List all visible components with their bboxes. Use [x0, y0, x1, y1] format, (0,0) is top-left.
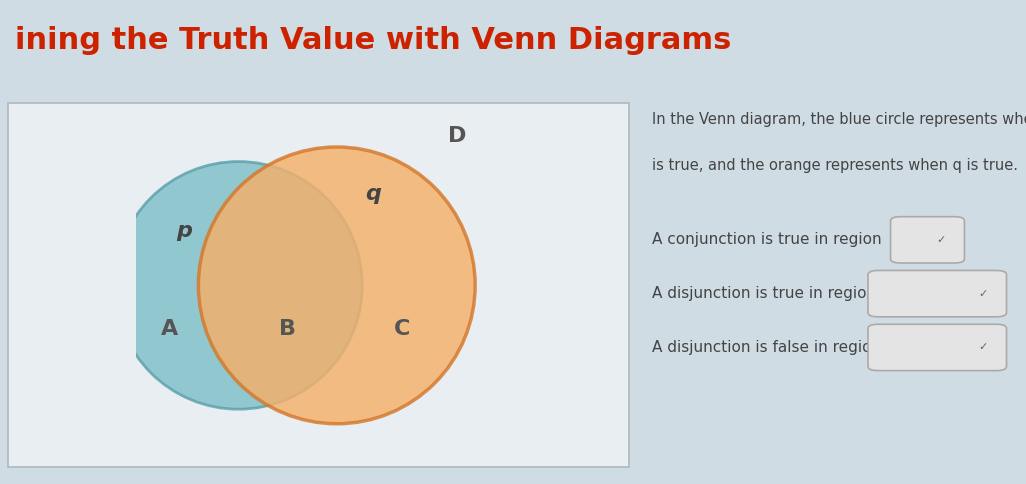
- Text: A: A: [161, 319, 177, 339]
- Text: ining the Truth Value with Venn Diagrams: ining the Truth Value with Venn Diagrams: [15, 26, 732, 55]
- Text: C: C: [394, 319, 410, 339]
- FancyBboxPatch shape: [8, 103, 629, 468]
- FancyBboxPatch shape: [868, 324, 1007, 371]
- Text: ✓: ✓: [979, 343, 988, 352]
- Text: A disjunction is true in region(s): A disjunction is true in region(s): [652, 286, 896, 301]
- Circle shape: [115, 162, 362, 409]
- Circle shape: [198, 147, 475, 424]
- Text: ✓: ✓: [979, 288, 988, 299]
- FancyBboxPatch shape: [868, 271, 1007, 317]
- Text: ✓: ✓: [937, 235, 946, 245]
- Text: In the Venn diagram, the blue circle represents when p: In the Venn diagram, the blue circle rep…: [652, 112, 1026, 127]
- Text: p: p: [175, 221, 192, 241]
- Text: A disjunction is false in region(s): A disjunction is false in region(s): [652, 340, 901, 355]
- Text: is true, and the orange represents when q is true.: is true, and the orange represents when …: [652, 158, 1018, 173]
- FancyBboxPatch shape: [891, 217, 964, 263]
- Text: B: B: [279, 319, 297, 339]
- Text: A conjunction is true in region: A conjunction is true in region: [652, 232, 881, 247]
- Text: q: q: [365, 184, 381, 204]
- Text: D: D: [447, 126, 466, 146]
